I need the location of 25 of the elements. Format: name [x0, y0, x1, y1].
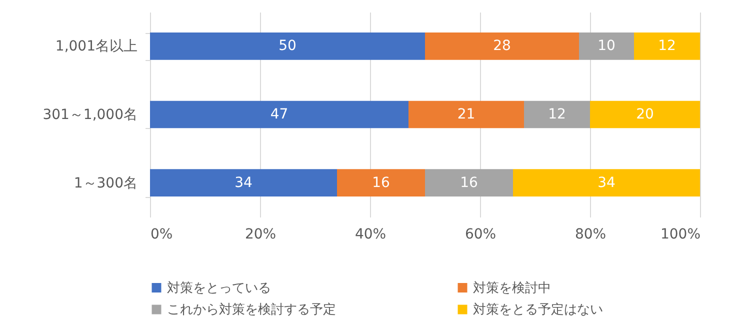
y-tick-label: 1～300名 [74, 175, 138, 192]
y-tick-label: 301～1,000名 [42, 107, 138, 123]
x-tick-label: 20% [244, 226, 276, 242]
data-label: 16 [372, 174, 390, 191]
data-label: 50 [278, 38, 296, 54]
x-tick-label: 60% [464, 226, 496, 242]
x-tick-label: 0% [150, 226, 173, 242]
data-label: 16 [460, 174, 478, 191]
y-tick-label: 1,001名以上 [55, 38, 138, 55]
data-label: 12 [548, 106, 566, 122]
data-label: 12 [658, 38, 676, 54]
legend-label: 対策をとっている [167, 280, 271, 296]
legend-label: 対策をとる予定はない [473, 302, 603, 318]
legend-label: これから対策を検討する予定 [167, 302, 336, 318]
data-label: 28 [493, 38, 511, 54]
x-tick-label: 100% [660, 226, 700, 242]
data-label: 34 [234, 174, 252, 191]
data-label: 10 [598, 38, 616, 54]
x-tick-label: 80% [574, 226, 606, 242]
data-label: 34 [598, 174, 616, 191]
x-tick-label: 40% [354, 226, 386, 242]
legend-label: 対策を検討中 [473, 280, 551, 296]
data-label: 21 [457, 106, 476, 122]
data-label: 47 [270, 106, 288, 122]
data-label: 20 [636, 106, 654, 122]
